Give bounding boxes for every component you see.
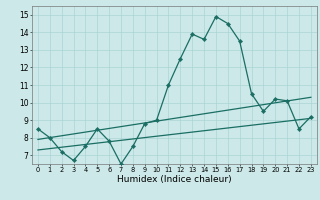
- X-axis label: Humidex (Indice chaleur): Humidex (Indice chaleur): [117, 175, 232, 184]
